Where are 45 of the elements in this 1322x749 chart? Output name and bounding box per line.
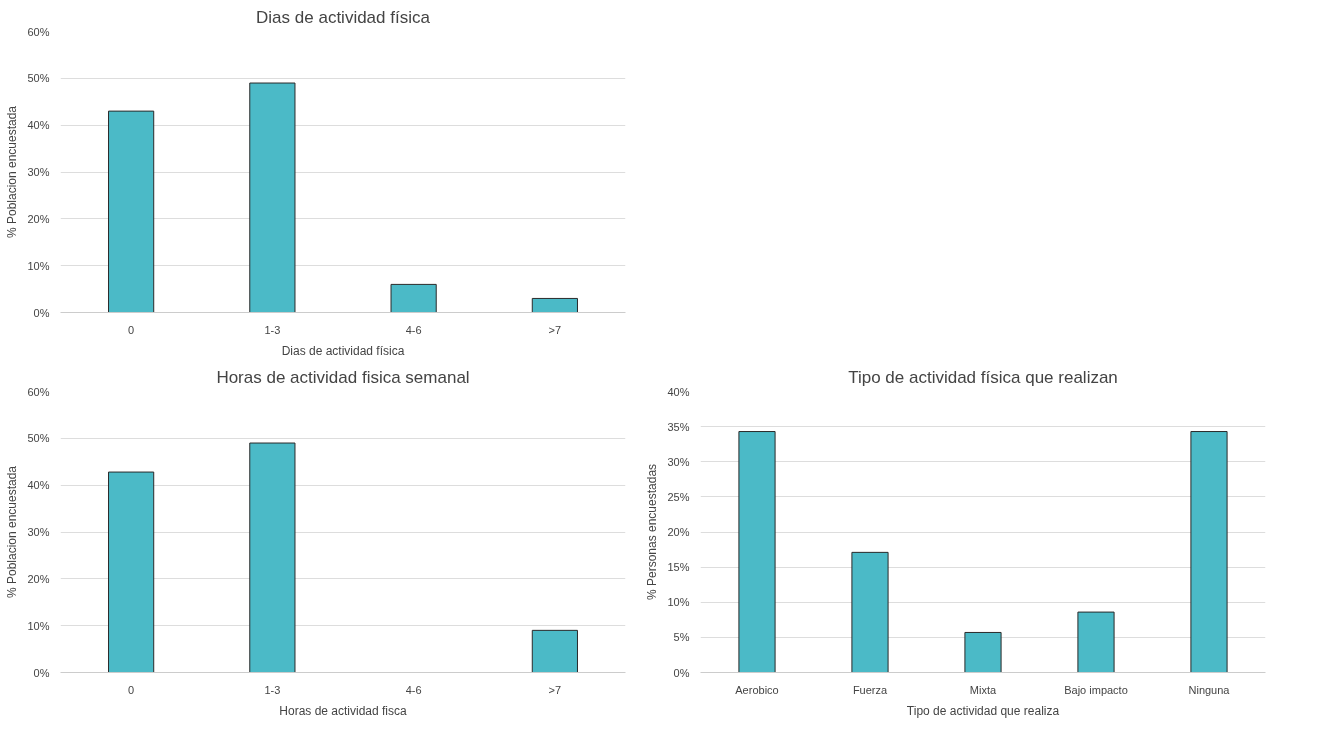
y-axis-title: % Poblacion encuestada xyxy=(5,465,20,599)
x-tick-label: Mixta xyxy=(969,683,998,696)
y-tick-label: 0% xyxy=(673,666,690,679)
y-tick-label: 60% xyxy=(27,25,50,38)
x-tick-label: 0 xyxy=(128,323,135,336)
y-tick-label: 10% xyxy=(27,619,50,632)
x-tick-label: 4-6 xyxy=(405,323,422,336)
y-tick-label: 0% xyxy=(33,666,50,679)
y-tick-label: 15% xyxy=(667,561,690,574)
y-tick-label: 40% xyxy=(667,385,690,398)
x-axis-title: Tipo de actividad que realiza xyxy=(906,703,1060,718)
y-axis-title: % Poblacion encuestada xyxy=(5,105,20,239)
y-tick-label: 50% xyxy=(27,432,50,445)
x-tick-label: 1-3 xyxy=(264,323,281,336)
y-tick-label: 25% xyxy=(667,490,690,503)
x-tick-label: >7 xyxy=(548,683,562,696)
chart-title: Tipo de actividad física que realizan xyxy=(848,367,1118,387)
y-tick-label: 40% xyxy=(27,479,50,492)
y-tick-label: 35% xyxy=(667,420,690,433)
x-axis-title: Horas de actividad fisca xyxy=(279,703,408,718)
y-tick-label: 40% xyxy=(27,119,50,132)
x-tick-label: 0 xyxy=(128,683,135,696)
y-tick-label: 30% xyxy=(27,526,50,538)
y-tick-label: 10% xyxy=(667,596,690,609)
y-tick-label: 30% xyxy=(667,455,690,468)
y-axis-title: % Personas encuestadas xyxy=(645,463,660,601)
y-tick-label: 10% xyxy=(27,259,50,272)
x-axis-title: Dias de actividad física xyxy=(281,343,405,358)
y-tick-label: 50% xyxy=(27,72,50,85)
x-tick-label: Fuerza xyxy=(852,683,888,696)
y-tick-label: 0% xyxy=(33,306,50,319)
x-tick-label: 4-6 xyxy=(405,683,422,696)
y-tick-label: 20% xyxy=(667,526,690,538)
x-tick-label: >7 xyxy=(548,323,562,336)
y-tick-label: 5% xyxy=(673,631,690,644)
x-tick-label: Bajo impacto xyxy=(1064,683,1128,696)
y-tick-label: 30% xyxy=(27,166,50,178)
chart-title: Horas de actividad fisica semanal xyxy=(216,367,470,387)
y-tick-label: 20% xyxy=(27,572,50,585)
y-tick-label: 20% xyxy=(27,212,50,225)
x-tick-label: Aerobico xyxy=(735,683,779,696)
chart-title: Dias de actividad física xyxy=(256,7,431,27)
x-tick-label: Ninguna xyxy=(1188,683,1231,696)
x-tick-label: 1-3 xyxy=(264,683,281,696)
y-tick-label: 60% xyxy=(27,385,50,398)
